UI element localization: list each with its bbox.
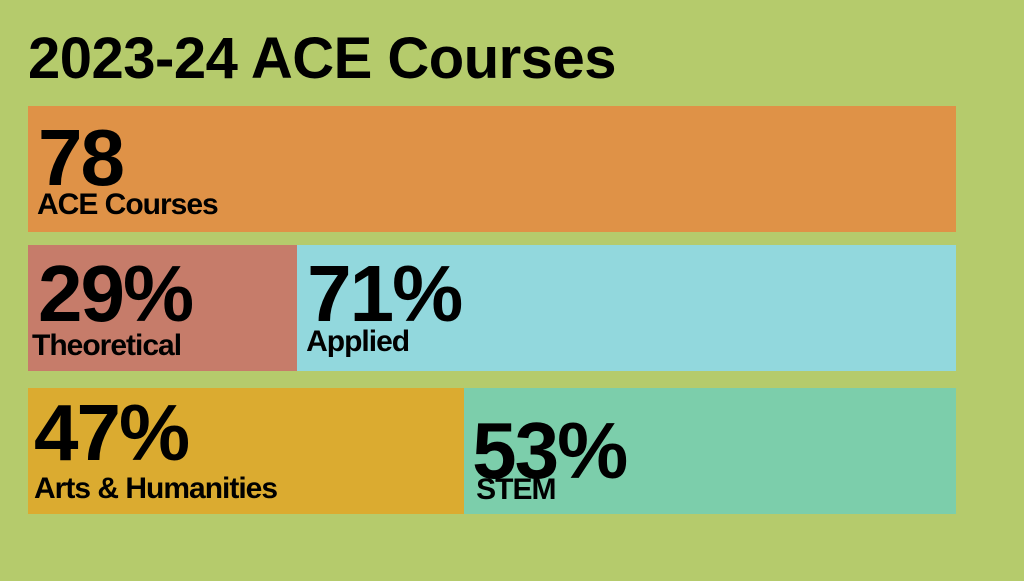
stem-value: 53% <box>472 406 628 495</box>
arts-humanities-value: 47% <box>34 388 190 477</box>
course-type-bar: 29% Theoretical 71% Applied <box>28 245 956 371</box>
stem-label: STEM <box>476 473 556 506</box>
theoretical-label: Theoretical <box>32 329 182 362</box>
total-courses-bar: 78 ACE Courses <box>28 106 956 232</box>
applied-value: 71% <box>307 249 463 338</box>
page-title: 2023-24 ACE Courses <box>28 26 616 91</box>
subject-area-bar: 47% Arts & Humanities 53% STEM <box>28 388 956 514</box>
total-courses-label: ACE Courses <box>37 188 219 221</box>
arts-humanities-label: Arts & Humanities <box>34 472 278 505</box>
theoretical-value: 29% <box>38 249 194 338</box>
theoretical-segment: 29% Theoretical <box>28 245 298 371</box>
arts-humanities-segment: 47% Arts & Humanities <box>28 388 465 514</box>
total-courses-value: 78 <box>38 113 125 202</box>
total-courses-segment: 78 ACE Courses <box>28 106 956 232</box>
stem-segment: 53% STEM <box>464 388 956 514</box>
applied-segment: 71% Applied <box>297 245 956 371</box>
applied-label: Applied <box>306 325 410 358</box>
